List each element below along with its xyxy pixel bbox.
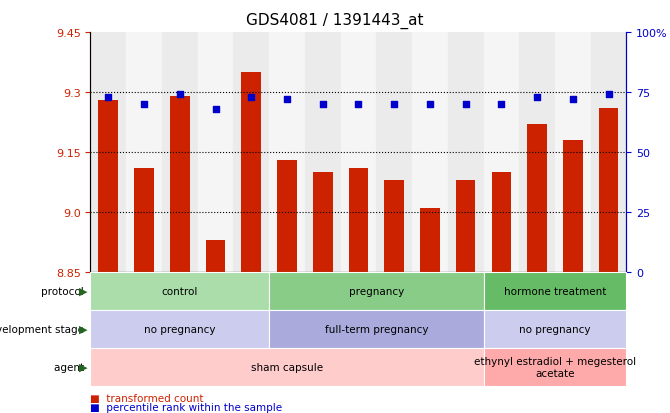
Bar [134,169,154,272]
Point [496,102,507,108]
Text: no pregnancy: no pregnancy [144,324,216,334]
Bar [385,180,404,272]
Point [425,102,436,108]
Text: full-term pregnancy: full-term pregnancy [324,324,428,334]
Bar [527,125,547,272]
Bar [591,33,626,272]
Bar [305,33,340,272]
Text: no pregnancy: no pregnancy [519,324,591,334]
Point [353,102,364,108]
Point [567,97,578,103]
Bar [90,33,126,272]
Text: protocol: protocol [41,286,87,296]
Point [103,94,114,101]
Bar [412,33,448,272]
Bar [269,33,305,272]
Bar [241,73,261,272]
Point [210,106,221,113]
Text: sham capsule: sham capsule [251,362,323,372]
Text: hormone treatment: hormone treatment [504,286,606,296]
Bar [126,33,162,272]
Bar [492,173,511,272]
Bar [484,33,519,272]
Point [532,94,543,101]
Bar [198,33,233,272]
Bar [313,173,332,272]
Text: GDS4081 / 1391443_at: GDS4081 / 1391443_at [247,12,423,28]
Bar [456,180,476,272]
Bar [98,101,118,272]
Text: control: control [161,286,198,296]
Text: pregnancy: pregnancy [348,286,404,296]
Text: ethynyl estradiol + megesterol
acetate: ethynyl estradiol + megesterol acetate [474,356,636,378]
Text: ▶: ▶ [78,324,87,334]
Point [139,102,149,108]
Text: ▶: ▶ [78,362,87,372]
Point [603,92,614,99]
Point [281,97,292,103]
Text: agent: agent [54,362,87,372]
Bar [348,169,369,272]
Text: ▶: ▶ [78,286,87,296]
Bar [519,33,555,272]
Bar [555,33,591,272]
Text: development stage: development stage [0,324,87,334]
Point [174,92,185,99]
Bar [377,33,412,272]
Bar [170,97,190,272]
Bar [277,161,297,272]
Point [246,94,257,101]
Bar [563,141,583,272]
Point [318,102,328,108]
Bar [448,33,484,272]
Bar [206,240,225,272]
Bar [162,33,198,272]
Point [460,102,471,108]
Text: ■  percentile rank within the sample: ■ percentile rank within the sample [90,402,283,412]
Bar [233,33,269,272]
Text: ■  transformed count: ■ transformed count [90,393,204,403]
Bar [599,109,618,272]
Bar [340,33,377,272]
Point [389,102,399,108]
Bar [420,209,440,272]
